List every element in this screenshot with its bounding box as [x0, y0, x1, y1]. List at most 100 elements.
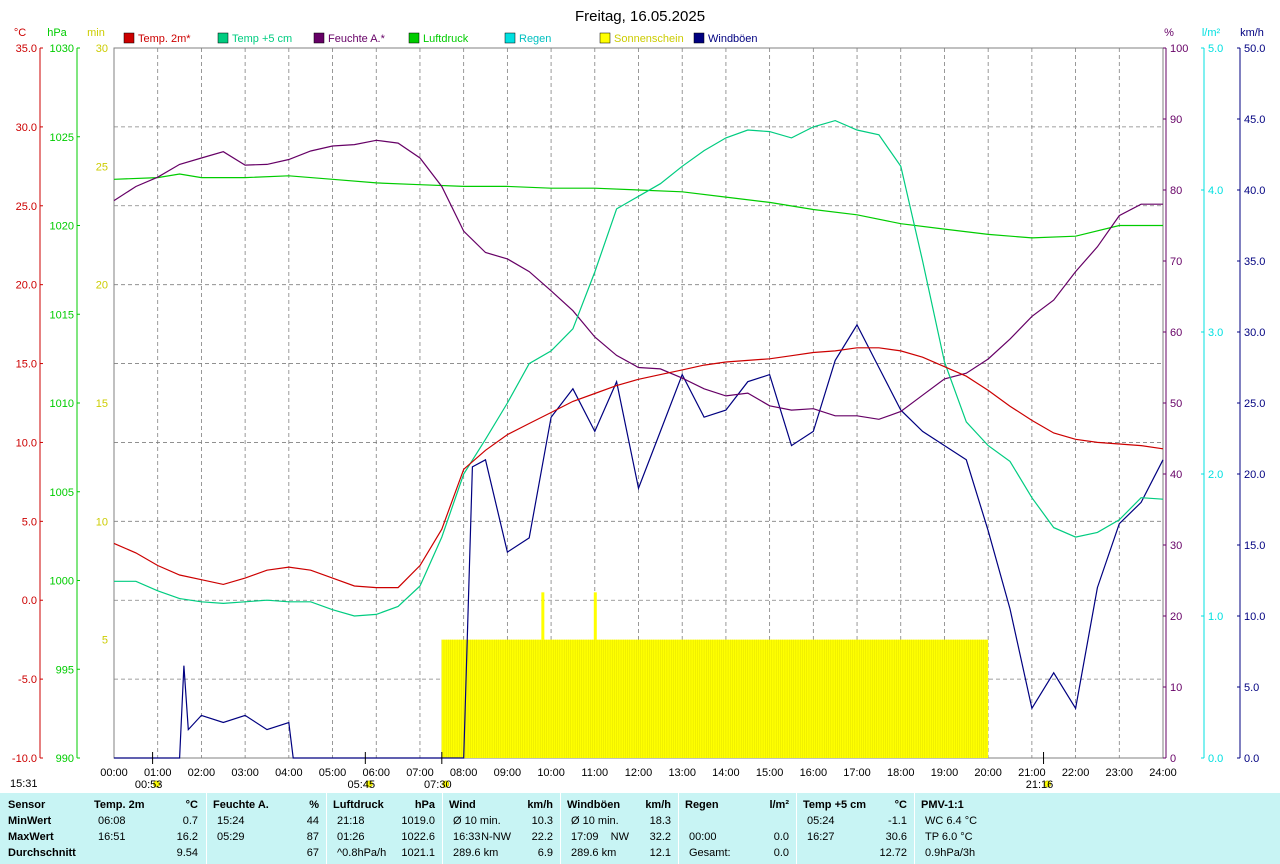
stats-cell-label: 05:24 [807, 815, 835, 827]
tick-x-19: 19:00 [931, 767, 959, 779]
tick-rain-5: 0.0 [1208, 753, 1223, 765]
stats-cell-value: 1021.1 [401, 847, 435, 859]
stats-cell-label: 00:00 [689, 831, 717, 843]
stats-cell-label: 0.9hPa/3h [925, 847, 976, 859]
stats-cell-label: 16:33 [453, 831, 481, 843]
stats-col-title: Temp +5 cm [803, 799, 867, 811]
stats-cell-label: 289.6 km [571, 847, 617, 859]
series-line-2 [113, 139, 1163, 420]
tick-humidity-10: 0 [1170, 753, 1176, 765]
stats-col-unit: km/h [527, 799, 553, 811]
sunshine-peak-0 [541, 592, 545, 640]
tick-sunshine-5: 5 [102, 635, 108, 647]
tick-temperature-1: 30.0 [16, 122, 37, 134]
tick-humidity-0: 100 [1170, 43, 1188, 55]
tick-rain-0: 5.0 [1208, 43, 1223, 55]
stats-cell-value: 0.0 [773, 831, 789, 843]
stats-cell-label: 01:26 [337, 831, 365, 843]
tick-x-11: 11:00 [581, 767, 608, 779]
tick-rain-3: 2.0 [1208, 469, 1223, 481]
unit-kmh: km/h [1240, 27, 1264, 39]
tick-humidity-5: 50 [1170, 398, 1182, 410]
legend-swatch-6 [693, 32, 705, 44]
legend-swatch-5 [599, 32, 611, 44]
chart-title: Freitag, 16.05.2025 [575, 8, 705, 25]
stats-row-labels: Sensor MinWert MaxWert Durchschnitt [0, 793, 88, 864]
tick-wind-1: 45.0 [1244, 114, 1265, 126]
stats-cell-value: 6.9 [537, 847, 553, 859]
tick-pressure-1: 1025 [50, 132, 74, 144]
tick-wind-8: 10.0 [1244, 611, 1265, 623]
tick-x-24: 24:00 [1149, 767, 1177, 779]
sun-icon-0 [153, 780, 161, 788]
stats-cell-label: 21:18 [337, 815, 365, 827]
stats-col-unit: % [309, 799, 319, 811]
stats-col-unit: km/h [645, 799, 671, 811]
corner-time: 15:31 [10, 778, 38, 790]
marker-label-1: 05:45 [348, 779, 376, 791]
stats-cell-label: 05:29 [217, 831, 245, 843]
tick-x-3: 03:00 [231, 767, 259, 779]
stats-cell-value: 10.3 [531, 815, 553, 827]
tick-wind-0: 50.0 [1244, 43, 1265, 55]
tick-x-8: 08:00 [450, 767, 478, 779]
stats-cell-value: 9.54 [176, 847, 198, 859]
tick-x-6: 06:00 [362, 767, 390, 779]
tick-x-9: 09:00 [494, 767, 522, 779]
legend-label-0: Temp. 2m* [138, 33, 191, 45]
stats-cell-label: WC 6.4 °C [925, 815, 978, 827]
tick-temperature-4: 15.0 [16, 359, 37, 371]
tick-x-0: 00:00 [100, 767, 128, 779]
stats-cell-direction: N-NW [481, 831, 511, 843]
stats-cell-label: Ø 10 min. [571, 815, 619, 827]
series-lines [113, 119, 1164, 759]
tick-rain-1: 4.0 [1208, 185, 1223, 197]
stats-cell-label: TP 6.0 °C [925, 831, 973, 843]
stats-column-3: Wind km/h Ø 10 min. 10.3 16:33 N-NW 22.2 289.6 … [442, 793, 561, 864]
tick-wind-4: 30.0 [1244, 327, 1265, 339]
stats-cell-value: 30.6 [885, 831, 907, 843]
stats-cell-value: 22.2 [531, 831, 553, 843]
stats-col-unit: l/m² [769, 799, 789, 811]
tick-pressure-2: 1020 [50, 221, 74, 233]
tick-temperature-9: -10.0 [12, 753, 37, 765]
stats-cell-value: 12.72 [879, 847, 907, 859]
stats-col-unit: hPa [414, 799, 435, 811]
tick-pressure-4: 1010 [50, 398, 74, 410]
stats-col-unit: °C [185, 799, 198, 811]
legend-swatch-3 [408, 32, 420, 44]
tick-pressure-5: 1005 [50, 487, 74, 499]
tick-x-13: 13:00 [668, 767, 696, 779]
tick-wind-10: 0.0 [1244, 753, 1259, 765]
stats-cell-label: 15:24 [217, 815, 245, 827]
legend-swatch-0 [123, 32, 135, 44]
unit-percent: % [1164, 27, 1174, 39]
tick-temperature-6: 5.0 [22, 516, 37, 528]
legend-label-3: Luftdruck [423, 33, 469, 45]
series-line-3 [113, 173, 1163, 239]
legend-label-6: Windböen [708, 33, 758, 45]
tick-pressure-7: 995 [56, 664, 74, 676]
sun-icon-1 [365, 780, 373, 788]
tick-x-5: 05:00 [319, 767, 347, 779]
stats-cell-label: Gesamt: [689, 847, 731, 859]
stats-column-0: Temp. 2m °C 06:08 0.7 16:51 16.2 9.54 [88, 793, 206, 864]
stats-cell-value: 1019.0 [401, 815, 435, 827]
tick-temperature-8: -5.0 [18, 674, 37, 686]
legend-swatch-4 [504, 32, 516, 44]
stats-cell-value: 0.7 [182, 815, 198, 827]
stats-cell-value: 18.3 [649, 815, 671, 827]
unit-min: min [87, 27, 105, 39]
stats-table: Sensor MinWert MaxWert Durchschnitt Temp… [0, 793, 1280, 864]
stats-col-title: Wind [449, 799, 476, 811]
bottom-markers: 00:53 05:45 07:30 21:16 [135, 752, 1053, 791]
stats-cell-value: 87 [306, 831, 319, 843]
tick-humidity-3: 70 [1170, 256, 1182, 268]
tick-humidity-4: 60 [1170, 327, 1182, 339]
tick-temperature-0: 35.0 [16, 43, 37, 55]
stats-cell-value: 1022.6 [401, 831, 435, 843]
sunshine-bars [441, 592, 989, 758]
tick-x-2: 02:00 [188, 767, 216, 779]
stats-column-5: Regen l/m² 00:00 0.0 Gesamt: 0.0 [678, 793, 797, 864]
legend: Temp. 2m* Temp +5 cm Feuchte A.* Luftdruck R… [123, 32, 758, 45]
